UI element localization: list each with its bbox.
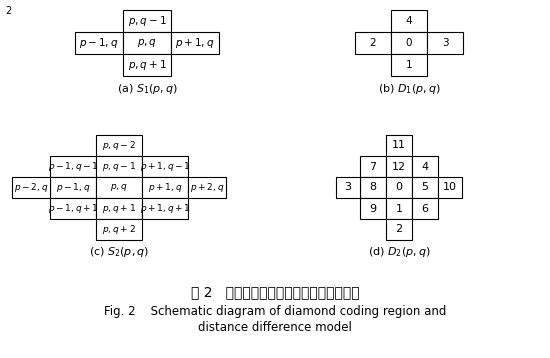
Text: $p,q+1$: $p,q+1$ bbox=[102, 202, 136, 215]
Text: $p,q+2$: $p,q+2$ bbox=[102, 223, 136, 236]
Bar bbox=[360, 177, 386, 198]
Text: 1: 1 bbox=[406, 60, 412, 70]
Text: 2: 2 bbox=[5, 6, 11, 16]
Bar bbox=[75, 32, 123, 54]
Bar bbox=[96, 135, 142, 156]
Text: $p+1,q+1$: $p+1,q+1$ bbox=[140, 202, 190, 215]
Text: 0: 0 bbox=[406, 38, 412, 48]
Text: $p,q-1$: $p,q-1$ bbox=[102, 160, 136, 173]
Bar bbox=[123, 54, 171, 76]
Text: 7: 7 bbox=[370, 161, 377, 171]
Text: $p,q-2$: $p,q-2$ bbox=[102, 139, 136, 152]
Bar bbox=[355, 32, 391, 54]
Text: $p-1,q-1$: $p-1,q-1$ bbox=[48, 160, 98, 173]
Text: $p-1,q$: $p-1,q$ bbox=[56, 181, 90, 194]
Text: Fig. 2    Schematic diagram of diamond coding region and: Fig. 2 Schematic diagram of diamond codi… bbox=[104, 305, 446, 318]
Bar bbox=[96, 156, 142, 177]
Text: $p,q$: $p,q$ bbox=[137, 37, 157, 49]
Bar bbox=[386, 177, 412, 198]
Bar bbox=[412, 177, 438, 198]
Text: $p+1,q-1$: $p+1,q-1$ bbox=[140, 160, 190, 173]
Text: 5: 5 bbox=[421, 183, 428, 193]
Text: 6: 6 bbox=[421, 203, 428, 213]
Bar bbox=[50, 177, 96, 198]
Bar bbox=[386, 135, 412, 156]
Text: $p+1,q$: $p+1,q$ bbox=[148, 181, 182, 194]
Bar bbox=[96, 198, 142, 219]
Text: 9: 9 bbox=[370, 203, 377, 213]
Text: $p+1,q$: $p+1,q$ bbox=[175, 36, 215, 50]
Bar bbox=[142, 198, 188, 219]
Bar bbox=[438, 177, 462, 198]
Bar bbox=[12, 177, 50, 198]
Text: 4: 4 bbox=[421, 161, 428, 171]
Bar bbox=[142, 156, 188, 177]
Text: $p+2,q$: $p+2,q$ bbox=[190, 181, 224, 194]
Bar bbox=[96, 219, 142, 240]
Bar bbox=[123, 32, 171, 54]
Text: 3: 3 bbox=[442, 38, 448, 48]
Text: $p,q$: $p,q$ bbox=[110, 182, 128, 193]
Text: 图 2   菱形编码区域以及距离差模型示意图: 图 2 菱形编码区域以及距离差模型示意图 bbox=[191, 285, 359, 299]
Bar bbox=[386, 198, 412, 219]
Bar bbox=[336, 177, 360, 198]
Bar bbox=[360, 198, 386, 219]
Bar bbox=[391, 54, 427, 76]
Bar bbox=[50, 198, 96, 219]
Bar bbox=[50, 156, 96, 177]
Bar bbox=[96, 177, 142, 198]
Text: 10: 10 bbox=[443, 183, 457, 193]
Bar bbox=[412, 156, 438, 177]
Text: 4: 4 bbox=[406, 16, 412, 26]
Text: $p,q-1$: $p,q-1$ bbox=[128, 14, 167, 28]
Bar bbox=[123, 10, 171, 32]
Text: $p-2,q$: $p-2,q$ bbox=[14, 181, 48, 194]
Bar bbox=[360, 156, 386, 177]
Text: (a) $S_1(p,q)$: (a) $S_1(p,q)$ bbox=[117, 82, 178, 96]
Text: (c) $S_2(p,q)$: (c) $S_2(p,q)$ bbox=[89, 245, 149, 259]
Bar bbox=[391, 32, 427, 54]
Text: 11: 11 bbox=[392, 140, 406, 150]
Bar bbox=[142, 177, 188, 198]
Bar bbox=[386, 219, 412, 240]
Text: distance difference model: distance difference model bbox=[198, 321, 352, 334]
Text: 1: 1 bbox=[395, 203, 403, 213]
Text: $p,q+1$: $p,q+1$ bbox=[128, 58, 167, 72]
Bar bbox=[412, 198, 438, 219]
Bar bbox=[391, 10, 427, 32]
Text: 12: 12 bbox=[392, 161, 406, 171]
Bar bbox=[386, 156, 412, 177]
Text: 0: 0 bbox=[395, 183, 403, 193]
Text: $p-1,q$: $p-1,q$ bbox=[79, 36, 119, 50]
Text: 8: 8 bbox=[370, 183, 377, 193]
Text: $p-1,q+1$: $p-1,q+1$ bbox=[48, 202, 98, 215]
Text: 2: 2 bbox=[395, 224, 403, 234]
Text: (d) $D_2(p,q)$: (d) $D_2(p,q)$ bbox=[367, 245, 430, 259]
Text: 3: 3 bbox=[344, 183, 351, 193]
Text: 2: 2 bbox=[370, 38, 376, 48]
Text: (b) $D_1(p,q)$: (b) $D_1(p,q)$ bbox=[378, 82, 441, 96]
Bar bbox=[427, 32, 463, 54]
Bar bbox=[171, 32, 219, 54]
Bar bbox=[188, 177, 226, 198]
